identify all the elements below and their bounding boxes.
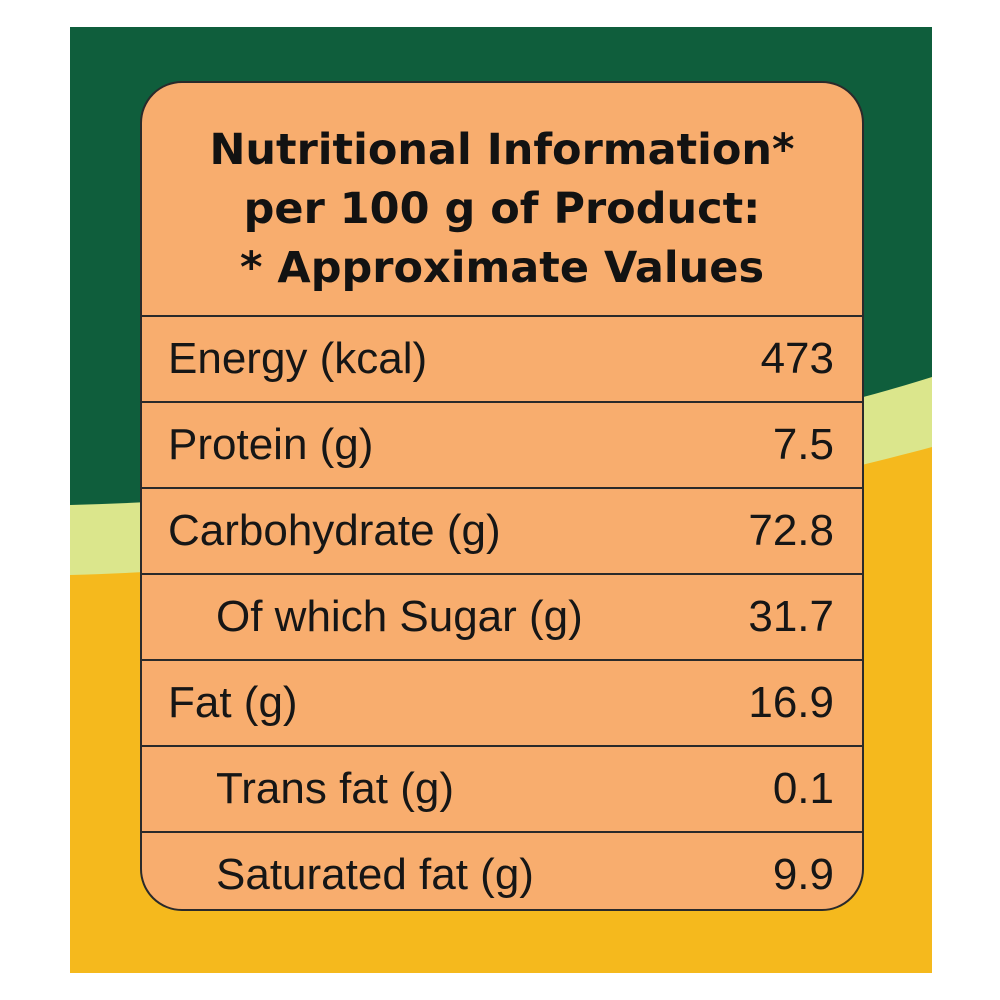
row-label: Fat (g) (168, 678, 298, 727)
row-value: 72.8 (748, 506, 834, 555)
table-row: Carbohydrate (g) 72.8 (142, 489, 862, 575)
table-row: Protein (g) 7.5 (142, 403, 862, 489)
row-value: 473 (760, 334, 834, 383)
heading-note: * Approximate Values (239, 243, 765, 293)
row-label: Trans fat (g) (216, 764, 454, 813)
label-background: Nutritional Information* per 100 g of Pr… (70, 27, 932, 973)
row-value: 16.9 (748, 678, 834, 727)
heading-subtitle: per 100 g of Product: (243, 184, 761, 234)
row-label: Carbohydrate (g) (168, 506, 501, 555)
row-label: Saturated fat (g) (216, 850, 534, 899)
row-value: 9.9 (772, 850, 834, 899)
table-row: Of which Sugar (g) 31.7 (142, 575, 862, 661)
nutrition-heading: Nutritional Information* per 100 g of Pr… (142, 83, 862, 315)
nutrition-table: Energy (kcal) 473 Protein (g) 7.5 Carboh… (142, 315, 862, 909)
table-row: Fat (g) 16.9 (142, 661, 862, 747)
table-row: Energy (kcal) 473 (142, 317, 862, 403)
table-row: Saturated fat (g) 9.9 (142, 833, 862, 909)
table-row: Trans fat (g) 0.1 (142, 747, 862, 833)
heading-title: Nutritional Information* (209, 125, 795, 175)
row-label: Energy (kcal) (168, 334, 428, 383)
row-value: 31.7 (748, 592, 834, 641)
nutrition-panel: Nutritional Information* per 100 g of Pr… (140, 81, 864, 911)
row-value: 0.1 (772, 764, 834, 813)
row-value: 7.5 (772, 420, 834, 469)
row-label: Of which Sugar (g) (216, 592, 583, 641)
row-label: Protein (g) (168, 420, 374, 469)
